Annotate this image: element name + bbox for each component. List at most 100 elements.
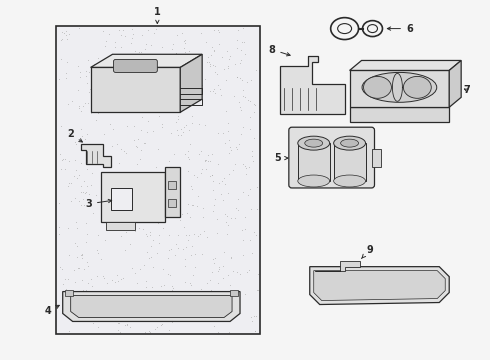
Point [208,270,216,275]
Point [246,238,254,243]
Point [104,186,112,192]
Point [210,48,218,54]
Point [242,226,249,232]
Point [245,164,253,170]
Point [82,315,90,320]
Point [235,141,243,147]
Point [153,250,161,256]
Point [84,264,92,269]
Point [194,301,201,306]
Point [149,208,157,214]
Polygon shape [349,107,449,122]
Point [159,225,167,231]
Point [241,51,249,57]
Point [171,314,178,320]
Point [210,27,218,32]
Point [215,266,222,272]
Point [239,93,247,99]
Point [68,99,76,104]
Point [151,326,159,332]
Point [131,270,139,276]
Point [233,37,241,43]
Point [153,324,161,330]
Point [129,31,137,37]
Polygon shape [71,296,232,318]
Point [86,86,94,92]
Point [194,67,202,72]
Point [206,61,214,67]
Point [209,187,217,193]
Point [144,249,151,255]
Point [78,253,86,258]
Point [165,94,173,100]
Point [235,99,243,105]
Point [93,273,101,279]
Point [245,186,253,192]
Point [57,57,65,62]
Point [167,130,175,136]
Point [177,126,185,132]
Point [66,31,74,37]
Point [250,101,258,107]
Point [196,231,204,237]
Point [111,279,119,285]
Point [160,218,168,224]
Text: 5: 5 [274,153,288,163]
Point [224,120,232,126]
Point [191,251,199,257]
Point [226,282,234,288]
Point [181,256,189,262]
Point [240,189,247,194]
Point [172,50,180,56]
Point [160,203,168,209]
Point [127,225,135,231]
Point [128,26,136,32]
Point [161,290,169,296]
Point [191,72,199,77]
Point [187,283,195,288]
Point [90,80,98,86]
Point [109,126,117,131]
Point [81,300,89,306]
Bar [334,143,366,181]
Point [174,116,182,121]
Point [74,87,82,93]
Point [252,67,260,73]
Point [73,254,81,260]
Point [136,266,144,272]
Point [100,71,108,76]
Point [80,202,88,207]
Point [221,288,229,294]
Point [160,205,168,211]
Point [197,170,205,176]
Point [165,298,173,303]
Point [167,315,175,321]
Point [187,252,195,258]
Point [221,108,229,113]
Point [100,131,108,136]
Point [231,215,239,220]
Point [157,323,165,328]
Point [112,318,120,324]
Point [126,242,134,247]
Point [233,146,241,152]
Point [207,278,215,283]
Point [78,144,86,149]
Ellipse shape [298,136,330,150]
Point [193,203,201,209]
Point [208,151,216,157]
Point [148,284,156,289]
Point [131,228,139,234]
Point [146,67,153,73]
Point [84,297,92,302]
Point [232,144,240,150]
Point [144,129,151,135]
Point [210,86,218,92]
Point [209,256,217,262]
Point [120,27,127,33]
Point [207,52,215,58]
Point [250,109,258,115]
Point [186,62,194,68]
Point [202,166,210,172]
Point [179,246,187,252]
